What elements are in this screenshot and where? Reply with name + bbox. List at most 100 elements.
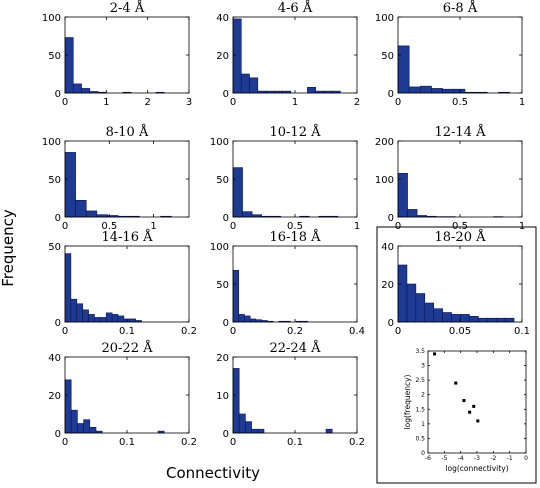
chart-panel: 0 0.2 0.4 0 50 100 16-18 Å [210,229,365,337]
y-tick-label: 0 [421,450,425,457]
histogram-bar [397,264,408,323]
histogram-bar [72,83,82,94]
chart-panel: -6 -5 -4 -3 -2 -1 0 0 0.5 1 1.5 2 2.5 3 3.5 log(connect… [403,348,528,473]
x-tick-label: 0 [62,97,68,108]
y-tick-label: 50 [216,280,229,291]
x-tick-label: 0.1 [287,437,303,448]
chart-panel: 0 0.5 1 0 100 200 12-14 Å [375,124,525,232]
histogram-bar [431,88,443,94]
chart-panel: 0 0.5 1 0 50 100 10-12 Å [210,124,360,232]
histogram-bar [442,312,452,323]
x-tick-label: 0.1 [119,326,135,337]
histogram-bar [242,211,253,218]
y-tick-label: 0 [55,318,61,329]
x-tick-label: 0.4 [349,326,365,337]
plot-frame [397,140,523,218]
figure-ylabel: Frequency [0,209,17,287]
x-tick-label: -6 [425,455,431,462]
y-tick-label: 0 [223,318,229,329]
histogram-bar [433,308,443,323]
histogram-bar [407,209,418,218]
y-tick-label: 0 [55,429,61,440]
scatter-point [433,352,437,356]
histogram-bar [453,88,466,94]
plot-frame [232,140,358,218]
x-tick-label: 0.5 [101,221,117,232]
x-tick-label: 0 [62,221,68,232]
x-tick-label: 0.2 [287,326,303,337]
panel-title: 6-8 Å [443,0,478,16]
panel-title: 16-18 Å [270,229,322,245]
y-tick-label: 0 [388,318,394,329]
histogram-bar [495,317,506,323]
histogram-bar [82,309,89,323]
x-tick-label: 0.2 [349,437,365,448]
panel-title: 8-10 Å [106,124,149,140]
scatter-point [468,410,472,414]
y-tick-label: 40 [381,242,394,253]
histogram-bar [83,419,91,434]
histogram-bar [64,253,72,323]
chart-panel: 0 0.5 1 0 50 100 8-10 Å [42,124,190,232]
x-tick-label: 1 [519,97,525,108]
x-tick-label: 0 [230,221,236,232]
histogram-bar [100,317,107,323]
x-tick-label: 0.1 [514,326,530,337]
histogram-bar [117,315,125,323]
histogram-bar [129,318,136,323]
histogram-bar [238,413,246,434]
x-tick-label: 1 [354,221,360,232]
scatter-point [472,404,476,408]
x-tick-label: 1 [519,221,525,232]
histogram-bar [64,379,72,434]
plot-frame [232,245,358,323]
histogram-bar [307,87,316,94]
x-tick-label: 0.5 [452,221,468,232]
x-tick-label: 0 [230,97,236,108]
y-tick-label: 2.5 [415,377,425,384]
x-tick-label: 3 [186,97,192,108]
histogram-bar [397,45,410,94]
histogram-bar [89,426,97,434]
plot-frame [397,16,523,94]
chart-panel: 0 0.1 0.2 0 10 20 22-24 Å [216,340,365,448]
plot-frame [64,16,190,94]
histogram-bar [249,318,257,323]
plot-frame [427,350,527,454]
chart-panel: 0 0.5 1 0 50 100 6-8 Å [375,0,525,108]
y-tick-label: 0 [388,89,394,100]
histogram-bar [397,173,408,218]
y-tick-label: 100 [375,13,394,24]
panel-title: 10-12 Å [270,124,322,140]
panel-title: 12-14 Å [435,124,487,140]
y-tick-label: 100 [210,242,229,253]
scatter-point [454,381,458,385]
highlight-box [376,226,537,484]
panel-title: 2-4 Å [110,0,145,16]
histogram-bar [442,88,455,94]
y-tick-label: 100 [210,137,229,148]
y-tick-label: 2 [421,392,425,399]
x-tick-label: -5 [441,455,447,462]
histogram-bar [406,283,417,323]
histogram-bar [251,428,259,434]
y-tick-label: 100 [42,13,61,24]
y-tick-label: 40 [216,13,229,24]
panel-title: 18-20 Å [435,229,487,245]
x-tick-label: 0 [62,437,68,448]
histogram-bar [408,86,421,94]
histogram-bar [460,314,470,323]
histogram-bar [238,314,245,323]
x-tick-label: 2 [354,97,360,108]
x-tick-label: 0.1 [119,437,135,448]
histogram-bar [77,423,84,434]
histogram-bar [70,298,78,323]
x-tick-label: 0 [524,455,528,462]
x-tick-label: 1 [150,221,156,232]
y-tick-label: 50 [48,175,61,186]
x-tick-label: 1 [103,97,109,108]
chart-panel: 0 0.05 0.1 0 20 40 18-20 Å [381,229,530,337]
histogram-bar [64,152,76,218]
x-tick-label: 0 [230,437,236,448]
